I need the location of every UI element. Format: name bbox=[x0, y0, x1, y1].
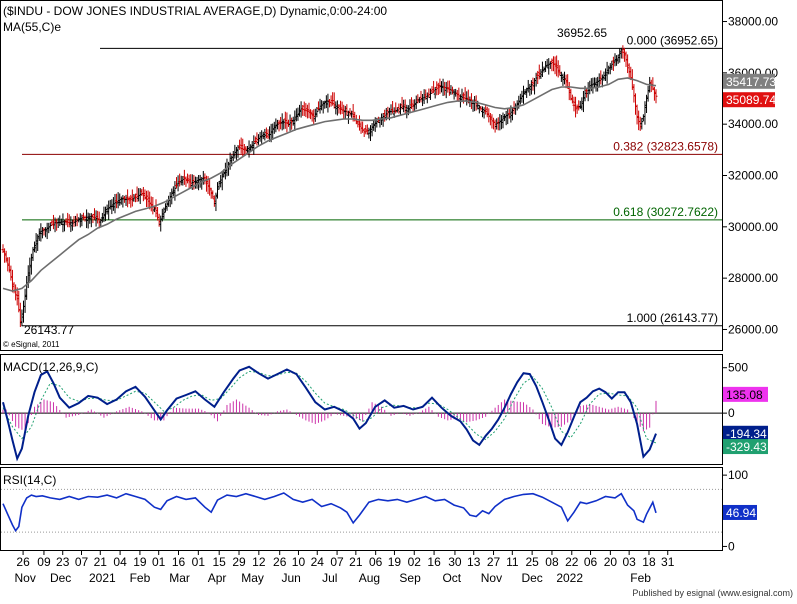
axis-layer: 26000.00 28000.00 30000.00 32000.00 34000.00… bbox=[15, 15, 790, 585]
ma-indicator-label: MA(55,C)e bbox=[3, 20, 61, 34]
last-price-badge: 35089.74 bbox=[726, 93, 776, 107]
x-day-label: 21 bbox=[94, 555, 108, 569]
x-month-label: Dec bbox=[521, 571, 542, 585]
x-day-label: 06 bbox=[584, 555, 598, 569]
chart-title: ($INDU - DOW JONES INDUSTRIAL AVERAGE,D)… bbox=[3, 4, 387, 18]
high-price-label: 36952.65 bbox=[557, 26, 607, 40]
x-day-label: 15 bbox=[213, 555, 227, 569]
x-day-label: 07 bbox=[75, 555, 89, 569]
x-day-label: 21 bbox=[349, 555, 363, 569]
macd-signal-value-badge: -329.43 bbox=[726, 440, 767, 454]
x-day-label: 04 bbox=[113, 555, 127, 569]
x-day-label: 10 bbox=[292, 555, 306, 569]
fib-label-0: 0.000 (36952.65) bbox=[627, 33, 718, 47]
price-y-tick-label: 32000.00 bbox=[728, 169, 778, 183]
macd-y-tick-label: 0 bbox=[728, 406, 735, 420]
rsi-title: RSI(14,C) bbox=[3, 473, 56, 487]
macd-hist-value-badge: 135.08 bbox=[726, 388, 763, 402]
x-month-label: Nov bbox=[481, 571, 502, 585]
low-price-label: 26143.77 bbox=[24, 323, 74, 337]
x-month-label: Oct bbox=[442, 571, 461, 585]
x-day-label: 13 bbox=[467, 555, 481, 569]
x-day-label: 16 bbox=[427, 555, 441, 569]
x-day-label: 12 bbox=[252, 555, 266, 569]
x-day-label: 08 bbox=[545, 555, 559, 569]
x-day-label: 02 bbox=[408, 555, 422, 569]
x-month-label: Feb bbox=[130, 571, 151, 585]
price-y-tick-label: 34000.00 bbox=[728, 117, 778, 131]
fib-label-3: 1.000 (26143.77) bbox=[627, 311, 718, 325]
x-day-label: 18 bbox=[642, 555, 656, 569]
price-y-tick-label: 28000.00 bbox=[728, 271, 778, 285]
esignal-watermark: © eSignal, 2011 bbox=[3, 340, 60, 349]
publisher-footer: Published by esignal (www.esignal.com) bbox=[632, 588, 793, 598]
fib-label-2: 0.618 (30272.7622) bbox=[613, 205, 718, 219]
fib-label-1: 0.382 (32823.6578) bbox=[613, 139, 718, 153]
macd-signal-line bbox=[2, 370, 657, 444]
x-month-label: May bbox=[241, 571, 264, 585]
x-day-label: 20 bbox=[604, 555, 618, 569]
price-y-tick-label: 30000.00 bbox=[728, 220, 778, 234]
rsi-pane-frame bbox=[0, 467, 723, 551]
x-month-label: Feb bbox=[630, 571, 651, 585]
ma-value-badge-bg bbox=[723, 73, 775, 89]
rsi-series-layer bbox=[1, 488, 722, 533]
x-day-label: 01 bbox=[192, 555, 206, 569]
macd-pane-frame bbox=[0, 354, 723, 465]
x-day-label: 30 bbox=[448, 555, 462, 569]
x-day-label: 09 bbox=[37, 555, 51, 569]
price-series-layer: 0.000 (36952.65) 0.382 (32823.6578) 0.618 … bbox=[1, 33, 722, 328]
x-day-label: 29 bbox=[232, 555, 246, 569]
x-month-label: Sep bbox=[399, 571, 421, 585]
x-day-label: 23 bbox=[56, 555, 70, 569]
rsi-y-tick-label: 100 bbox=[728, 468, 748, 482]
price-pane-frame bbox=[0, 0, 723, 351]
x-day-label: 26 bbox=[16, 555, 30, 569]
price-y-tick-label: 26000.00 bbox=[728, 322, 778, 336]
macd-y-tick-label: 500 bbox=[728, 361, 748, 375]
macd-title: MACD(12,26,9,C) bbox=[3, 360, 98, 374]
macd-series-layer bbox=[1, 365, 722, 462]
macd-value-badge: -194.34 bbox=[726, 427, 767, 441]
x-day-label: 11 bbox=[506, 555, 519, 569]
rsi-value-badge-bg bbox=[723, 504, 757, 520]
rsi-line bbox=[2, 492, 657, 533]
x-day-label: 24 bbox=[311, 555, 325, 569]
x-month-label: 2022 bbox=[556, 571, 583, 585]
macd-signal-value-badge-bg bbox=[723, 439, 768, 455]
last-price-badge-bg bbox=[723, 92, 775, 108]
x-month-label: Aug bbox=[359, 571, 380, 585]
x-day-label: 06 bbox=[369, 555, 383, 569]
macd-line bbox=[2, 365, 657, 462]
x-month-label: Nov bbox=[15, 571, 36, 585]
x-day-label: 26 bbox=[273, 555, 287, 569]
x-month-label: 2021 bbox=[89, 571, 116, 585]
x-day-label: 31 bbox=[661, 555, 675, 569]
x-day-label: 16 bbox=[172, 555, 186, 569]
x-day-label: 19 bbox=[388, 555, 402, 569]
x-month-label: Apr bbox=[208, 571, 227, 585]
x-month-label: Jun bbox=[281, 571, 300, 585]
x-day-label: 19 bbox=[133, 555, 147, 569]
x-month-label: Mar bbox=[169, 571, 190, 585]
rsi-value-badge: 46.94 bbox=[726, 506, 756, 520]
macd-value-badge-bg bbox=[723, 425, 768, 441]
ma-value-badge: 35417.7379 bbox=[726, 75, 790, 89]
x-day-label: 07 bbox=[330, 555, 344, 569]
x-day-label: 25 bbox=[525, 555, 539, 569]
macd-hist-value-badge-bg bbox=[723, 386, 768, 402]
rsi-y-tick-label: 0 bbox=[728, 539, 735, 553]
x-day-label: 27 bbox=[487, 555, 501, 569]
x-day-label: 22 bbox=[565, 555, 579, 569]
x-day-label: 01 bbox=[152, 555, 166, 569]
x-month-label: Dec bbox=[50, 571, 71, 585]
x-month-label: Jul bbox=[322, 571, 337, 585]
x-day-label: 03 bbox=[622, 555, 636, 569]
price-y-tick-label: 38000.00 bbox=[728, 15, 778, 29]
ma55-line bbox=[2, 77, 657, 292]
